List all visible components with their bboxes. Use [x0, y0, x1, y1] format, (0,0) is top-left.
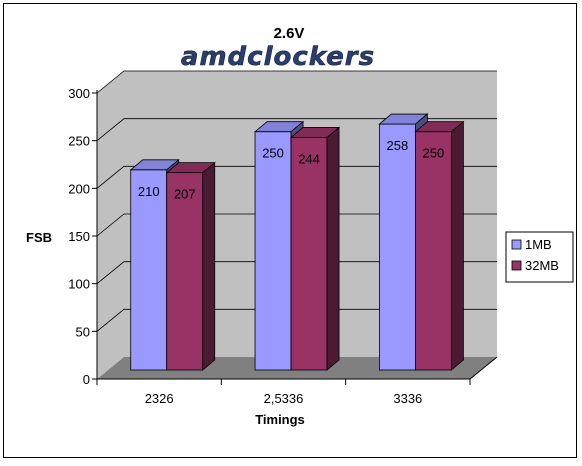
legend-label: 1MB: [525, 237, 552, 252]
y-ticks: 0 50 100 150 200 250 300: [68, 86, 97, 387]
data-label: 250: [262, 146, 284, 161]
x-tick-label: 2,5336: [264, 391, 304, 406]
gridline: [96, 308, 497, 332]
data-label: 210: [138, 184, 160, 199]
y-tick-label: 0: [83, 372, 90, 387]
gridlines: [96, 70, 497, 332]
chart-svg: amdclockers 2.6V 0 50 100 150 200 250 300 2326…: [26, 25, 574, 427]
y-tick-label: 150: [68, 229, 90, 244]
gridline: [96, 165, 497, 189]
data-labels: 210 207 250 244 258 250: [138, 138, 444, 202]
bar-front: [254, 131, 292, 371]
y-tick-label: 50: [76, 324, 90, 339]
bar-front: [166, 172, 204, 371]
bar-front: [378, 123, 416, 371]
floor-edge: [469, 356, 498, 380]
bar-front: [414, 131, 452, 371]
gridline: [96, 70, 497, 94]
bar-front: [290, 136, 328, 371]
data-label: 207: [174, 187, 196, 202]
bars: [129, 113, 465, 371]
y-tick-label: 100: [68, 277, 90, 292]
y-tick-label: 300: [68, 86, 90, 101]
bar-side: [450, 120, 464, 371]
x-ticks: 2326 2,5336 3336: [96, 379, 471, 406]
y-tick-label: 250: [68, 134, 90, 149]
x-tick-label: 3336: [393, 391, 422, 406]
bar-front: [130, 169, 168, 371]
legend-swatch: [511, 239, 522, 250]
bar-side: [202, 161, 216, 371]
data-label: 258: [387, 138, 409, 153]
x-tick-label: 2326: [145, 391, 174, 406]
data-label: 244: [298, 151, 320, 166]
legend: 1MB 32MB: [505, 231, 574, 283]
y-axis-title: FSB: [26, 230, 52, 245]
y-tick-label: 200: [68, 181, 90, 196]
legend-swatch: [511, 260, 522, 271]
gridline: [96, 261, 497, 284]
x-axis-title: Timings: [255, 412, 305, 427]
chart: amdclockers 2.6V 0 50 100 150 200 250 300 2326…: [3, 3, 577, 458]
logo-text: amdclockers: [181, 42, 375, 72]
chart-title: 2.6V: [274, 25, 305, 42]
bar-side: [326, 126, 340, 371]
logo: amdclockers: [181, 42, 375, 73]
gridline: [96, 213, 497, 237]
data-label: 250: [423, 146, 445, 161]
legend-label: 32MB: [525, 258, 559, 273]
gridline: [96, 118, 497, 141]
